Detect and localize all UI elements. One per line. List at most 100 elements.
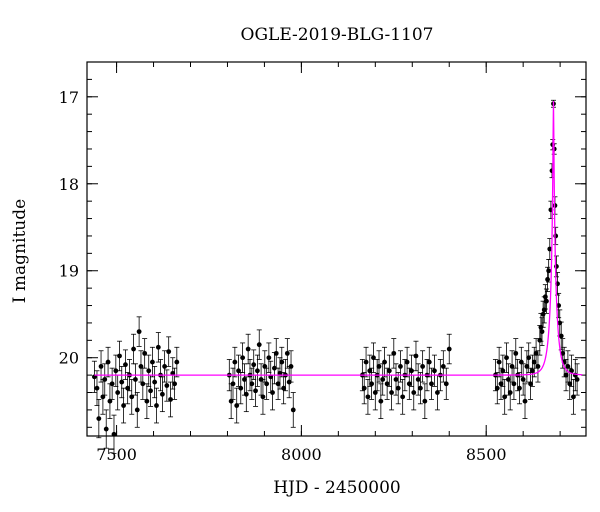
data-marker	[395, 385, 401, 391]
data-marker	[406, 381, 412, 387]
data-marker	[380, 377, 386, 382]
data-marker	[266, 355, 272, 361]
data-marker	[541, 307, 547, 313]
data-point	[91, 360, 97, 393]
data-point	[420, 350, 426, 383]
data-marker	[498, 381, 504, 387]
plot-frame	[86, 61, 587, 437]
data-marker	[571, 394, 576, 400]
y-tick-label: 17	[59, 88, 79, 107]
data-marker	[288, 364, 294, 369]
data-marker	[236, 368, 241, 374]
data-marker	[103, 426, 109, 432]
data-point	[159, 376, 165, 413]
data-marker	[249, 381, 255, 387]
data-marker	[553, 233, 559, 239]
data-marker	[230, 381, 236, 387]
data-marker	[113, 368, 119, 374]
data-point	[563, 359, 569, 392]
data-point	[166, 336, 172, 367]
data-marker	[133, 377, 138, 382]
data-marker	[361, 385, 367, 391]
data-point	[400, 379, 406, 415]
data-point	[395, 372, 401, 405]
data-marker	[238, 385, 244, 391]
data-marker	[533, 350, 539, 356]
y-axis-label: I magnitude	[10, 199, 30, 303]
data-point	[500, 354, 506, 387]
data-marker	[155, 344, 161, 350]
x-tick-label: 7500	[96, 445, 137, 464]
data-marker	[270, 390, 275, 395]
data-point	[426, 346, 432, 378]
data-point	[168, 381, 174, 418]
data-point	[380, 363, 386, 396]
data-marker	[432, 368, 437, 374]
data-marker	[563, 372, 569, 378]
data-point	[386, 354, 392, 387]
data-point	[413, 340, 419, 372]
data-point	[539, 317, 545, 346]
data-marker	[400, 394, 406, 400]
data-marker	[232, 359, 238, 365]
data-marker	[260, 394, 266, 400]
data-point	[142, 338, 148, 369]
data-point	[138, 350, 144, 383]
data-point	[370, 342, 376, 373]
data-marker	[138, 364, 144, 369]
data-marker	[121, 403, 126, 408]
data-marker	[154, 403, 159, 408]
data-marker	[509, 364, 515, 369]
data-marker	[537, 337, 543, 343]
y-tick-label: 18	[59, 175, 79, 194]
data-point	[155, 332, 161, 363]
data-point	[574, 363, 580, 396]
data-marker	[234, 403, 240, 408]
data-marker	[504, 355, 509, 361]
data-point	[132, 363, 138, 396]
data-point	[281, 372, 287, 405]
data-point	[284, 338, 290, 369]
data-marker	[398, 364, 403, 369]
data-marker	[174, 359, 180, 365]
data-point	[134, 392, 140, 428]
data-point	[361, 372, 367, 405]
data-marker	[502, 394, 508, 400]
data-marker	[168, 397, 173, 402]
data-marker	[409, 368, 414, 374]
data-marker	[376, 364, 382, 369]
data-point	[424, 359, 430, 392]
data-point	[513, 338, 519, 369]
data-marker	[544, 298, 549, 304]
data-marker	[554, 263, 559, 269]
data-point	[529, 354, 535, 387]
data-point	[505, 363, 511, 396]
data-marker	[100, 394, 106, 400]
data-marker	[136, 329, 142, 335]
data-marker	[284, 350, 290, 356]
data-marker	[569, 368, 574, 374]
data-point	[136, 316, 142, 347]
data-marker	[117, 353, 122, 359]
data-marker	[166, 349, 172, 355]
data-marker	[109, 381, 115, 387]
data-marker	[119, 379, 125, 385]
data-point	[384, 367, 390, 400]
data-marker	[146, 368, 152, 374]
data-marker	[422, 398, 428, 404]
data-point	[509, 350, 515, 383]
data-point	[152, 366, 158, 399]
data-marker	[150, 359, 155, 365]
data-marker	[547, 246, 553, 252]
data-marker	[96, 416, 102, 422]
data-marker	[382, 359, 387, 365]
data-marker	[391, 350, 397, 356]
data-marker	[243, 391, 249, 397]
data-marker	[496, 359, 502, 365]
data-marker	[129, 394, 135, 400]
data-marker	[413, 353, 419, 359]
data-point	[406, 367, 412, 400]
data-marker	[420, 364, 426, 369]
